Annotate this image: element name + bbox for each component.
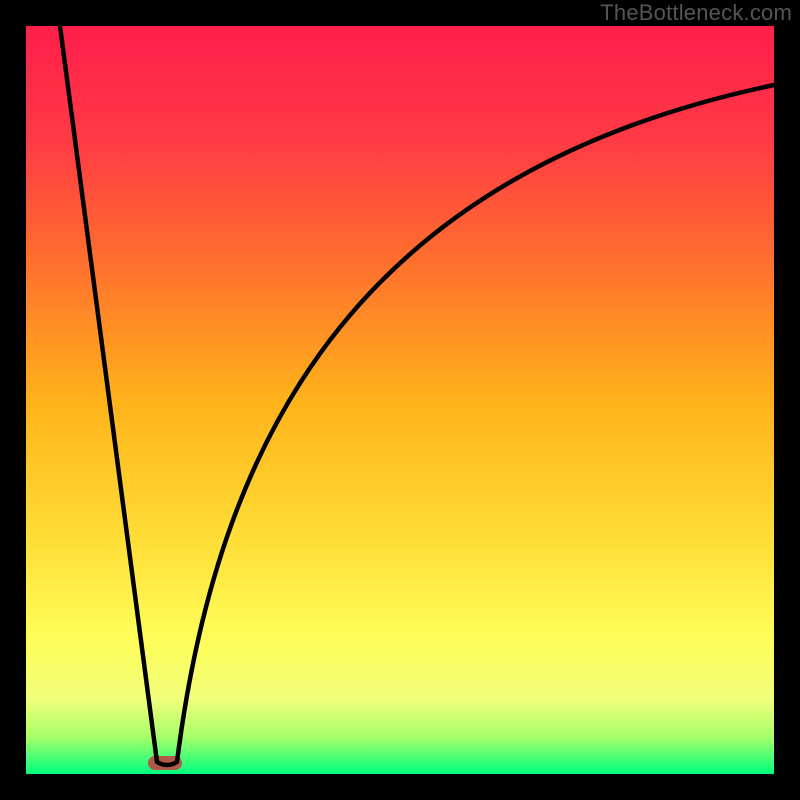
bottleneck-chart xyxy=(0,0,800,800)
attribution-text: TheBottleneck.com xyxy=(600,0,792,26)
gradient-area xyxy=(26,26,774,774)
chart-stage: TheBottleneck.com xyxy=(0,0,800,800)
